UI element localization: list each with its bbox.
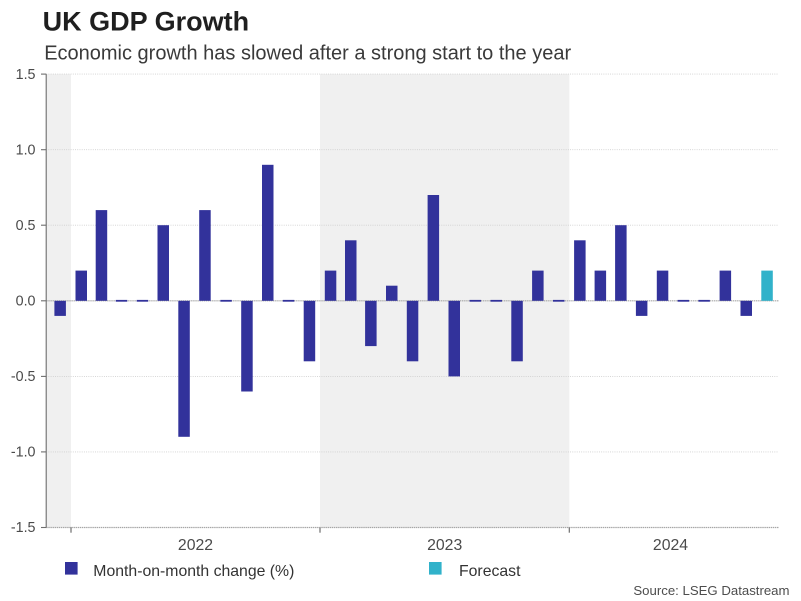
svg-text:2022: 2022 [178, 537, 213, 554]
svg-text:0.5: 0.5 [16, 218, 36, 234]
svg-text:1.5: 1.5 [16, 67, 36, 83]
svg-text:2023: 2023 [427, 537, 462, 554]
svg-text:Forecast: Forecast [459, 563, 521, 580]
svg-text:1.0: 1.0 [16, 142, 36, 158]
svg-text:Month-on-month change (%): Month-on-month change (%) [93, 563, 294, 580]
svg-text:0.0: 0.0 [16, 294, 36, 310]
svg-text:-1.5: -1.5 [11, 520, 36, 536]
svg-text:-0.5: -0.5 [11, 369, 36, 385]
svg-text:-1.0: -1.0 [11, 445, 36, 461]
svg-text:Economic growth has slowed aft: Economic growth has slowed after a stron… [44, 43, 571, 65]
svg-text:UK GDP Growth: UK GDP Growth [43, 6, 250, 36]
svg-text:2024: 2024 [653, 537, 688, 554]
svg-text:Source: LSEG Datastream: Source: LSEG Datastream [633, 583, 789, 598]
